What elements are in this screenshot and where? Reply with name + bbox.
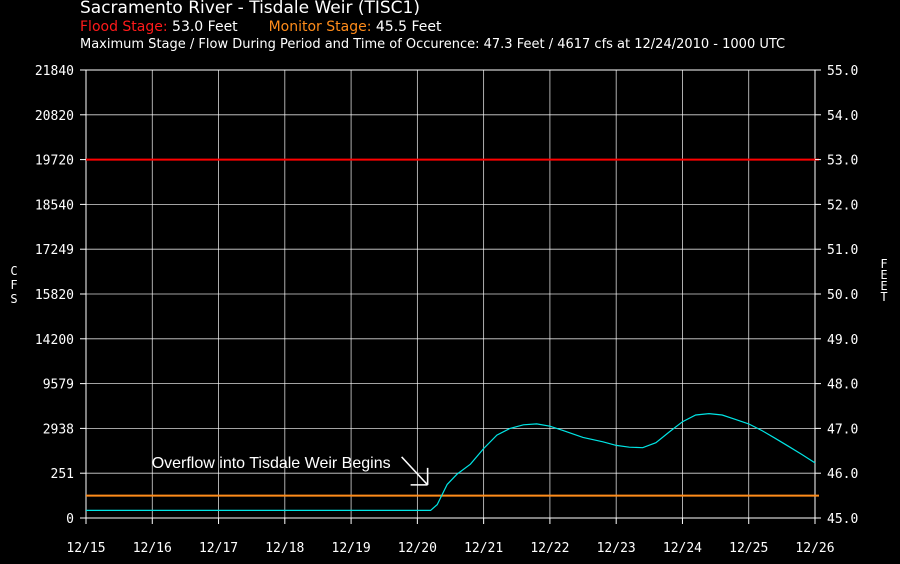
- axis-labels: C F S F E E T: [10, 257, 887, 306]
- y-left-tick-label: 21840: [35, 64, 74, 79]
- y-left-tick-label: 20820: [35, 109, 74, 124]
- x-tick-label: 12/19: [332, 541, 371, 556]
- series-group: [86, 412, 816, 511]
- y-right-tick-label: 47.0: [827, 422, 858, 437]
- stage-legend: Flood Stage: 53.0 Feet Monitor Stage: 45…: [80, 19, 442, 35]
- x-tick-label: 12/18: [265, 541, 304, 556]
- y-right-tick-label: 51.0: [827, 243, 858, 258]
- x-tick-label: 12/24: [663, 541, 702, 556]
- flood-stage-label: Flood Stage:: [80, 19, 168, 35]
- x-tick-label: 12/25: [729, 541, 768, 556]
- x-tick-label: 12/22: [530, 541, 569, 556]
- monitor-stage-value: 45.5 Feet: [375, 19, 442, 35]
- x-tick-label: 12/15: [66, 541, 105, 556]
- x-tick-label: 12/21: [464, 541, 503, 556]
- y-left-tick-label: 2938: [43, 422, 74, 437]
- x-tick-label: 12/23: [597, 541, 636, 556]
- flood-stage-value: 53.0 Feet: [172, 19, 238, 35]
- y-left-tick-label: 17249: [35, 243, 74, 258]
- y-right-tick-label: 55.0: [827, 64, 858, 79]
- y-right-tick-label: 48.0: [827, 378, 858, 393]
- chart-title: Sacramento River - Tisdale Weir (TISC1): [80, 0, 420, 18]
- y-left-tick-label: 19720: [35, 154, 74, 169]
- y-right-tick-label: 45.0: [827, 512, 858, 527]
- tick-labels: 12/15 12/16 12/17 12/18 12/19 12/20 12/21 12/22…: [35, 64, 858, 556]
- y-left-tick-label: 251: [51, 467, 74, 482]
- y-right-tick-label: 50.0: [827, 288, 858, 303]
- y-right-tick-label: 46.0: [827, 467, 858, 482]
- y-left-tick-label: 15820: [35, 288, 74, 303]
- monitor-stage-label: Monitor Stage:: [268, 19, 372, 35]
- x-tick-label: 12/16: [133, 541, 172, 556]
- overflow-annotation-text: Overflow into Tisdale Weir Begins: [152, 455, 391, 472]
- y-left-tick-label: 18540: [35, 198, 74, 213]
- threshold-lines: [86, 158, 819, 497]
- y-right-tick-label: 49.0: [827, 333, 858, 348]
- annotation-arrow: [401, 456, 429, 486]
- grid-lines: [85, 69, 816, 519]
- y-right-tick-label: 53.0: [827, 154, 858, 169]
- stage-series-line: [86, 412, 816, 511]
- x-tick-label: 12/20: [398, 541, 437, 556]
- y-left-tick-label: 9579: [43, 378, 74, 393]
- y-right-tick-label: 54.0: [827, 109, 858, 124]
- x-tick-label: 12/17: [199, 541, 238, 556]
- y-right-tick-label: 52.0: [827, 198, 858, 213]
- annotation-group: Overflow into Tisdale Weir Begins: [152, 455, 429, 486]
- y-left-tick-label: 0: [66, 512, 74, 527]
- max-stage-info: Maximum Stage / Flow During Period and T…: [80, 37, 786, 52]
- y-left-tick-label: 14200: [35, 333, 74, 348]
- x-tick-label: 12/26: [795, 541, 834, 556]
